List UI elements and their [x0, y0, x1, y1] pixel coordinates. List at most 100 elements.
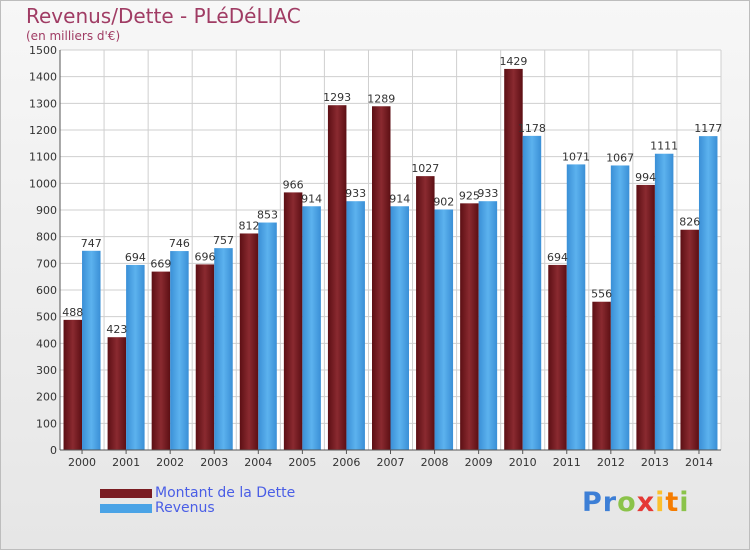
bar-revenus: [302, 206, 321, 450]
bar-revenus: [214, 248, 233, 450]
x-tick-label: 2005: [288, 456, 316, 469]
data-label: 902: [433, 195, 454, 208]
bar-dette: [239, 233, 259, 450]
logo-letter: i: [679, 487, 690, 518]
data-label: 1429: [499, 55, 527, 68]
legend-label-revenus: Revenus: [155, 500, 215, 516]
data-label: 694: [547, 251, 568, 264]
legend-label-dette: Montant de la Dette: [155, 485, 296, 501]
logo-letter: i: [655, 487, 666, 518]
bar-dette: [548, 264, 567, 450]
bar-dette: [416, 176, 435, 450]
data-label: 746: [169, 237, 190, 250]
y-tick-label: 1000: [29, 177, 57, 190]
bar-dette: [636, 184, 655, 450]
y-tick-label: 600: [36, 284, 57, 297]
data-label: 669: [150, 258, 171, 271]
bar-revenus: [346, 201, 365, 450]
data-label: 812: [239, 219, 260, 232]
y-tick-label: 1500: [29, 44, 57, 57]
y-tick-label: 0: [50, 444, 57, 457]
data-label: 1289: [367, 92, 395, 105]
legend-swatch-dette: [100, 489, 152, 498]
bar-revenus: [258, 222, 277, 450]
y-tick-label: 300: [36, 364, 57, 377]
data-label: 1177: [694, 122, 722, 135]
bar-revenus: [126, 264, 145, 450]
bar-dette: [327, 105, 347, 450]
y-tick-label: 1400: [29, 71, 57, 84]
x-tick-label: 2000: [68, 456, 96, 469]
y-tick-label: 100: [36, 417, 57, 430]
y-tick-label: 1200: [29, 124, 57, 137]
bar-revenus: [566, 164, 586, 450]
y-tick-label: 700: [36, 257, 57, 270]
bar-revenus: [654, 153, 674, 450]
data-label: 1293: [323, 91, 351, 104]
x-tick-label: 2013: [641, 456, 669, 469]
bar-revenus: [522, 135, 542, 450]
data-label: 747: [81, 237, 102, 250]
data-label: 757: [213, 234, 234, 247]
x-tick-label: 2007: [377, 456, 405, 469]
data-label: 826: [679, 216, 700, 229]
y-tick-label: 200: [36, 391, 57, 404]
y-tick-label: 1100: [29, 151, 57, 164]
data-label: 1178: [518, 122, 546, 135]
logo-letter: P: [582, 487, 603, 518]
bar-dette: [460, 203, 479, 450]
y-tick-label: 1300: [29, 97, 57, 110]
legend-swatch-revenus: [100, 504, 152, 513]
bar-dette: [680, 229, 699, 450]
data-label: 556: [591, 288, 612, 301]
data-label: 994: [635, 171, 656, 184]
chart-title: Revenus/Dette - PLéDéLIAC: [26, 4, 301, 28]
proxiti-logo: Proxiti: [582, 487, 690, 518]
data-label: 925: [459, 189, 480, 202]
data-label: 853: [257, 209, 278, 222]
y-tick-label: 900: [36, 204, 57, 217]
logo-letter: x: [636, 487, 656, 518]
bar-revenus: [698, 136, 718, 450]
y-tick-label: 800: [36, 231, 57, 244]
bar-dette: [372, 106, 391, 451]
data-label: 696: [194, 250, 215, 263]
y-tick-label: 400: [36, 337, 57, 350]
logo-letter: o: [617, 487, 637, 518]
chart-subtitle: (en milliers d'€): [26, 29, 121, 43]
bar-dette: [283, 192, 303, 450]
data-label: 933: [477, 187, 498, 200]
bar-revenus: [170, 251, 189, 450]
data-label: 914: [389, 192, 410, 205]
bar-dette: [195, 264, 215, 450]
data-label: 488: [62, 306, 83, 319]
data-label: 1111: [650, 140, 678, 153]
data-label: 1067: [606, 151, 634, 164]
logo-letter: t: [665, 487, 680, 518]
x-tick-label: 2010: [509, 456, 537, 469]
x-tick-label: 2002: [156, 456, 184, 469]
x-tick-label: 2004: [244, 456, 272, 469]
x-tick-label: 2006: [332, 456, 360, 469]
data-label: 933: [345, 187, 366, 200]
logo-letter: r: [602, 487, 618, 518]
bar-revenus: [82, 250, 101, 450]
bar-revenus: [434, 209, 454, 450]
bar-dette: [592, 301, 611, 450]
x-tick-label: 2011: [553, 456, 581, 469]
bar-dette: [151, 271, 171, 450]
data-label: 694: [125, 251, 146, 264]
bar-revenus: [478, 201, 498, 450]
bar-revenus: [390, 206, 409, 450]
bar-revenus: [610, 165, 630, 450]
x-tick-label: 2008: [421, 456, 449, 469]
x-tick-label: 2009: [465, 456, 493, 469]
bar-dette: [63, 319, 83, 450]
data-label: 966: [283, 178, 304, 191]
bar-dette: [107, 337, 127, 450]
data-label: 914: [301, 192, 322, 205]
x-tick-label: 2014: [685, 456, 713, 469]
y-tick-label: 500: [36, 311, 57, 324]
bar-dette: [504, 68, 523, 450]
